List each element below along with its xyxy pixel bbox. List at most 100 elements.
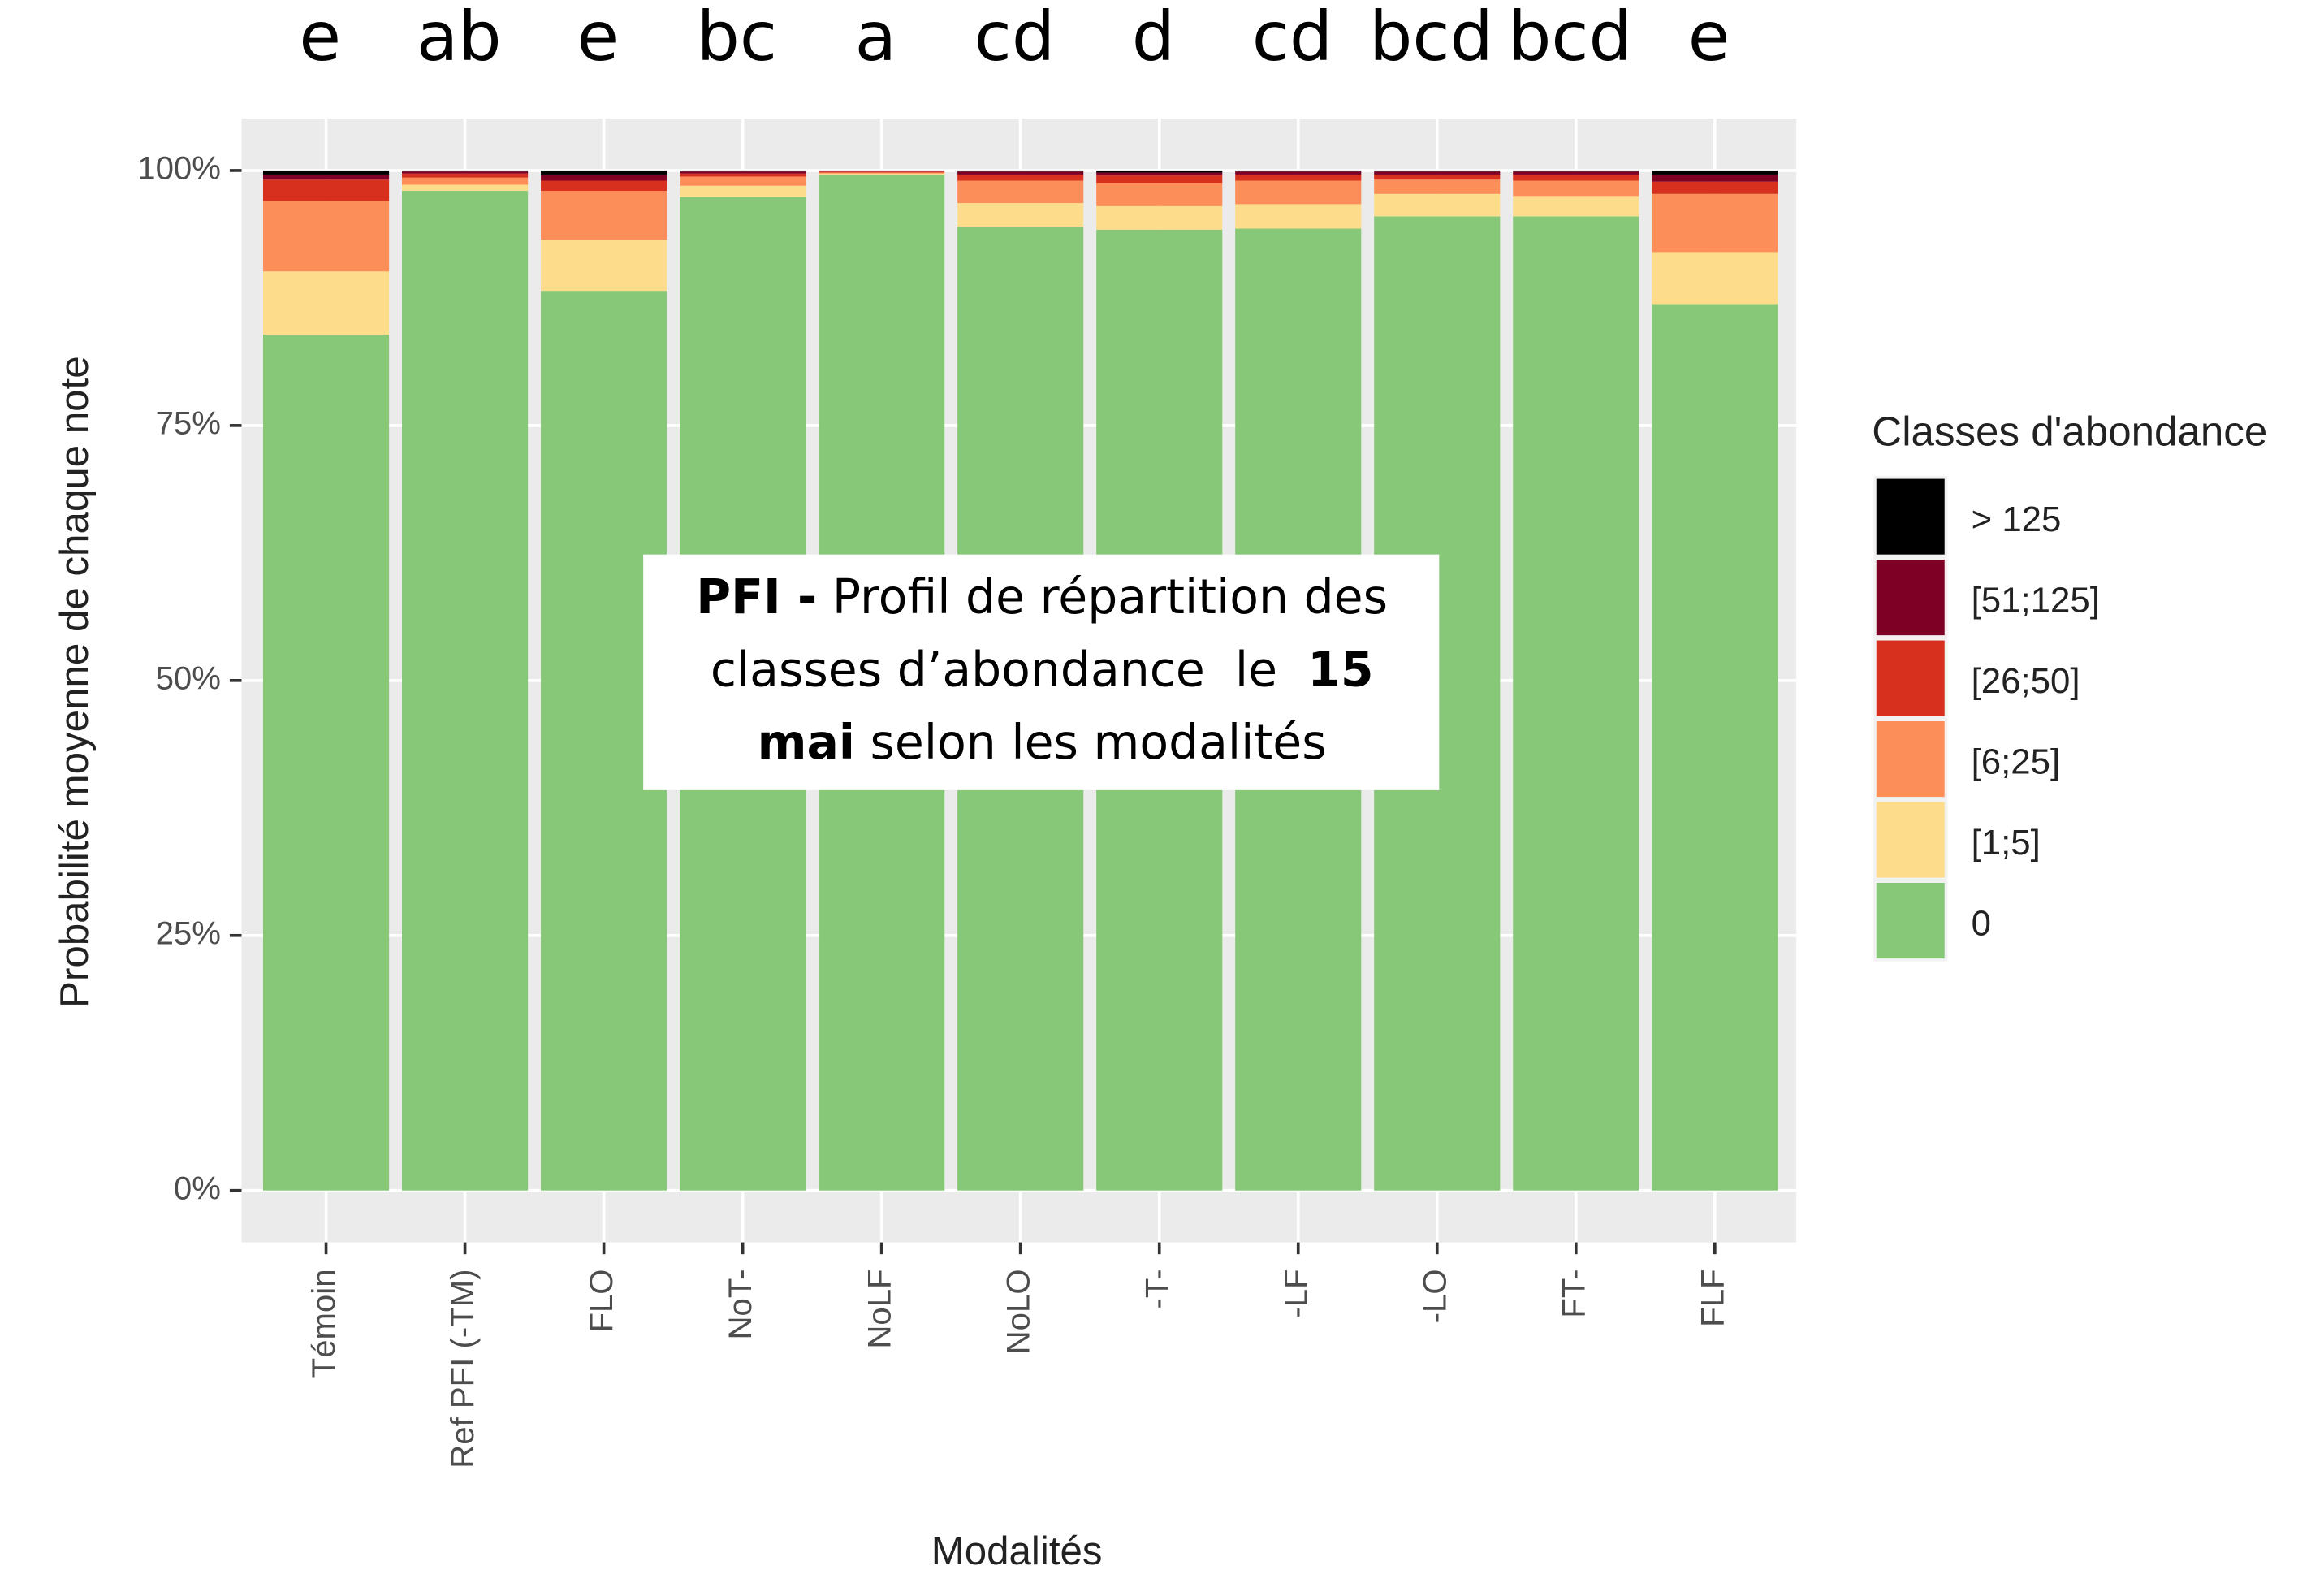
bar-segment xyxy=(1513,196,1639,217)
bar-segment xyxy=(1235,174,1362,181)
bar-segment xyxy=(541,191,667,240)
bar-segment xyxy=(819,172,945,174)
annotation-line: PFI - Profil de répartition des xyxy=(696,569,1388,625)
y-tick-label: 50% xyxy=(156,660,221,696)
x-axis-title: Modalités xyxy=(931,1529,1103,1570)
bar-segment xyxy=(819,171,945,173)
x-tick-label: -T- xyxy=(1138,1269,1175,1308)
group-letter: bc xyxy=(697,0,777,76)
y-tick-label: 25% xyxy=(156,915,221,951)
bar-segment xyxy=(402,184,529,192)
y-tick-label: 0% xyxy=(174,1170,221,1206)
bar-segment xyxy=(1096,205,1223,230)
group-letter: bcd xyxy=(1369,0,1493,76)
x-tick-label: -LO xyxy=(1416,1269,1453,1323)
bar-segment xyxy=(1652,174,1778,182)
bar-segment xyxy=(1235,204,1362,229)
bar-segment xyxy=(957,174,1084,181)
bar-segment xyxy=(402,191,529,1191)
labels: 0% 25% 50% 75% 100% Témoin e Ref PFI (-TM) ab FLO… xyxy=(137,0,1730,1468)
legend-label: [6;25] xyxy=(1972,742,2061,782)
bar-segment xyxy=(1374,193,1501,217)
group-letter: cd xyxy=(974,0,1055,76)
bar-segment xyxy=(1374,174,1501,180)
bar-segment xyxy=(1652,181,1778,194)
bar-segment xyxy=(541,180,667,192)
bar-segment xyxy=(1096,175,1223,184)
bar-segment xyxy=(262,201,390,272)
bar-segment xyxy=(262,271,390,335)
bar-segment xyxy=(541,174,667,181)
bar-segment xyxy=(1513,174,1639,181)
bar-segment xyxy=(262,179,390,201)
bar-segment xyxy=(262,174,390,180)
group-letter: cd xyxy=(1252,0,1333,76)
bar-segment xyxy=(262,170,390,175)
legend-key xyxy=(1873,475,1948,558)
legend-label: [51;125] xyxy=(1972,581,2100,621)
x-tick-label: Ref PFI (-TM) xyxy=(444,1269,481,1468)
annotation-text: classes d’abondance le xyxy=(711,642,1307,698)
bar-segment xyxy=(1374,171,1501,175)
bar-segment xyxy=(262,335,390,1191)
bar-segment xyxy=(1235,171,1362,175)
bar-segment xyxy=(680,171,806,174)
bar-segment xyxy=(1513,171,1639,175)
legend-key xyxy=(1873,718,1948,800)
group-letter: ab xyxy=(417,0,502,76)
bar-segment xyxy=(957,171,1084,175)
annotation-box xyxy=(643,554,1440,790)
legend-title: Classes d'abondance xyxy=(1872,408,2267,454)
bar-segment xyxy=(541,170,667,175)
x-tick-label: FT- xyxy=(1555,1269,1592,1317)
x-tick-label: NoLF xyxy=(861,1269,897,1348)
bar-segment xyxy=(819,173,945,175)
legend: 0 [1;5] [6;25] [26;50] [51;125] > 125 xyxy=(1873,475,2100,962)
bar-segment xyxy=(402,171,529,174)
annotation-text: 15 xyxy=(1307,642,1373,698)
bar-segment xyxy=(819,171,945,172)
annotation-text: Profil de répartition des xyxy=(817,569,1388,625)
bar-segment xyxy=(1652,252,1778,305)
legend-label: [26;50] xyxy=(1972,661,2080,701)
legend-key xyxy=(1873,880,1948,962)
annotation-line: mai selon les modalités xyxy=(758,715,1327,770)
annotation-text: PFI - xyxy=(696,569,817,625)
bar-segment xyxy=(680,176,806,186)
bar-segment xyxy=(957,180,1084,204)
x-tick-label: Témoin xyxy=(305,1269,342,1378)
bar-segment xyxy=(680,173,806,177)
bar-segment xyxy=(1096,172,1223,176)
legend-key xyxy=(1873,798,1948,881)
x-tick-label: -LF xyxy=(1277,1269,1314,1317)
bar-segment xyxy=(1513,216,1639,1191)
group-letter: a xyxy=(855,0,896,76)
bar-segment xyxy=(1096,183,1223,206)
bar-segment xyxy=(402,173,529,178)
annotation-text: selon les modalités xyxy=(855,715,1327,770)
bar-segment xyxy=(680,185,806,197)
bar-segment xyxy=(1374,179,1501,194)
bar-segment xyxy=(1652,193,1778,253)
y-axis-title: Probabilité moyenne de chaque note xyxy=(52,356,97,1008)
bar-segment xyxy=(541,240,667,292)
legend-key xyxy=(1873,556,1948,638)
bar-segment xyxy=(1652,304,1778,1191)
bar-segment xyxy=(1652,170,1778,175)
bar-segment xyxy=(402,177,529,185)
y-tick-label: 75% xyxy=(156,404,221,441)
x-tick-label: NoLO xyxy=(1000,1269,1036,1354)
legend-label: > 125 xyxy=(1972,500,2062,539)
x-tick-label: FLO xyxy=(583,1269,620,1332)
y-tick-label: 100% xyxy=(137,150,221,187)
legend-label: 0 xyxy=(1972,903,1991,943)
x-tick-label: NoT- xyxy=(722,1269,758,1339)
annotation-text: mai xyxy=(758,715,855,770)
legend-key xyxy=(1873,637,1948,720)
annotation-line: classes d’abondance le 15 xyxy=(711,642,1374,698)
legend-label: [1;5] xyxy=(1972,823,2041,863)
group-letter: e xyxy=(299,0,341,76)
annotation: PFI - Profil de répartition des classes d… xyxy=(696,569,1388,770)
bar-segment xyxy=(1235,180,1362,205)
